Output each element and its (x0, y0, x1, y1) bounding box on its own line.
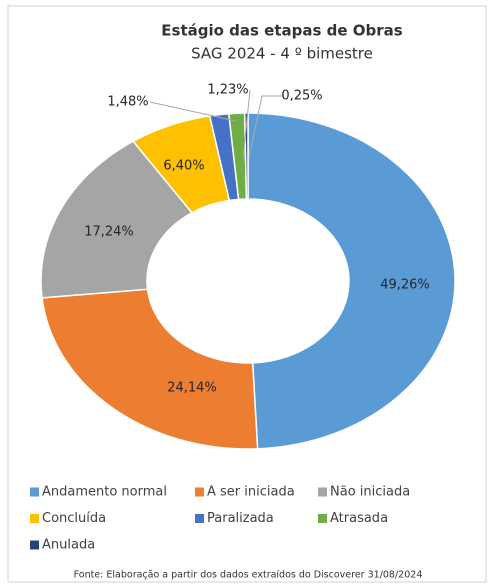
leader-line (149, 101, 237, 122)
legend-label: Concluída (42, 511, 106, 526)
legend-swatch (30, 540, 39, 550)
legend-label: Andamento normal (42, 485, 167, 500)
data-label: 1,23% (207, 83, 248, 98)
legend-swatch (195, 487, 204, 497)
donut-slice (247, 112, 456, 450)
donut-slice (41, 288, 259, 450)
chart-title: Estágio das etapas de Obras (161, 22, 403, 40)
data-label: 0,25% (281, 89, 322, 104)
leader-line (242, 89, 251, 160)
data-label: 17,24% (84, 225, 134, 240)
legend-label: Paralizada (207, 511, 274, 526)
legend-label: A ser iniciada (207, 485, 295, 500)
legend-swatch (318, 514, 327, 523)
data-label: 24,14% (167, 381, 217, 396)
legend-label: Atrasada (330, 511, 388, 526)
data-label: 49,26% (380, 278, 430, 293)
legend-label: Anulada (42, 538, 95, 553)
leader-line (248, 95, 283, 159)
donut-slice (40, 140, 194, 299)
legend-swatch (195, 514, 204, 523)
data-label: 1,48% (107, 95, 148, 110)
legend-swatch (318, 487, 327, 497)
data-label: 6,40% (163, 159, 204, 174)
legend-swatch (30, 487, 39, 497)
source-note: Fonte: Elaboração a partir dos dados ext… (74, 570, 423, 581)
chart-subtitle: SAG 2024 - 4 º bimestre (191, 45, 373, 63)
legend-swatch (30, 514, 39, 523)
legend-label: Não iniciada (330, 485, 410, 500)
